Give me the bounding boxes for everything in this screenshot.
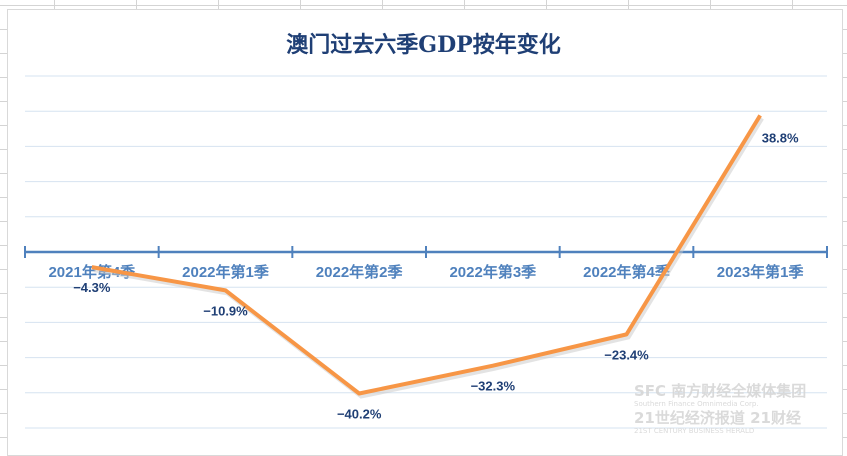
data-label: −23.4% [604, 347, 649, 362]
data-label: −10.9% [203, 303, 248, 318]
x-tick-label: 2022年第4季 [583, 263, 670, 281]
data-label: −4.3% [73, 280, 111, 295]
x-tick-label: 2023年第1季 [717, 263, 804, 281]
watermark-line3: 21世纪经济报道 21财经 [634, 409, 806, 427]
x-tick-label: 2022年第2季 [316, 263, 403, 281]
watermark-line1: SFC 南方财经全媒体集团 [634, 382, 806, 400]
watermark-logo: SFC 南方财经全媒体集团 Southern Finance Omnimedia… [634, 382, 806, 436]
x-tick-label: 2022年第3季 [449, 263, 536, 281]
data-label: −32.3% [471, 379, 516, 394]
x-tick-label: 2022年第1季 [182, 263, 269, 281]
series-line-shadow [94, 118, 762, 396]
watermark-line2: Southern Finance Omnimedia Corp. [634, 400, 806, 409]
data-label: 38.8% [762, 130, 799, 145]
watermark-line4: 21ST CENTURY BUSINESS HERALD [634, 427, 806, 436]
data-label: −40.2% [337, 407, 382, 422]
